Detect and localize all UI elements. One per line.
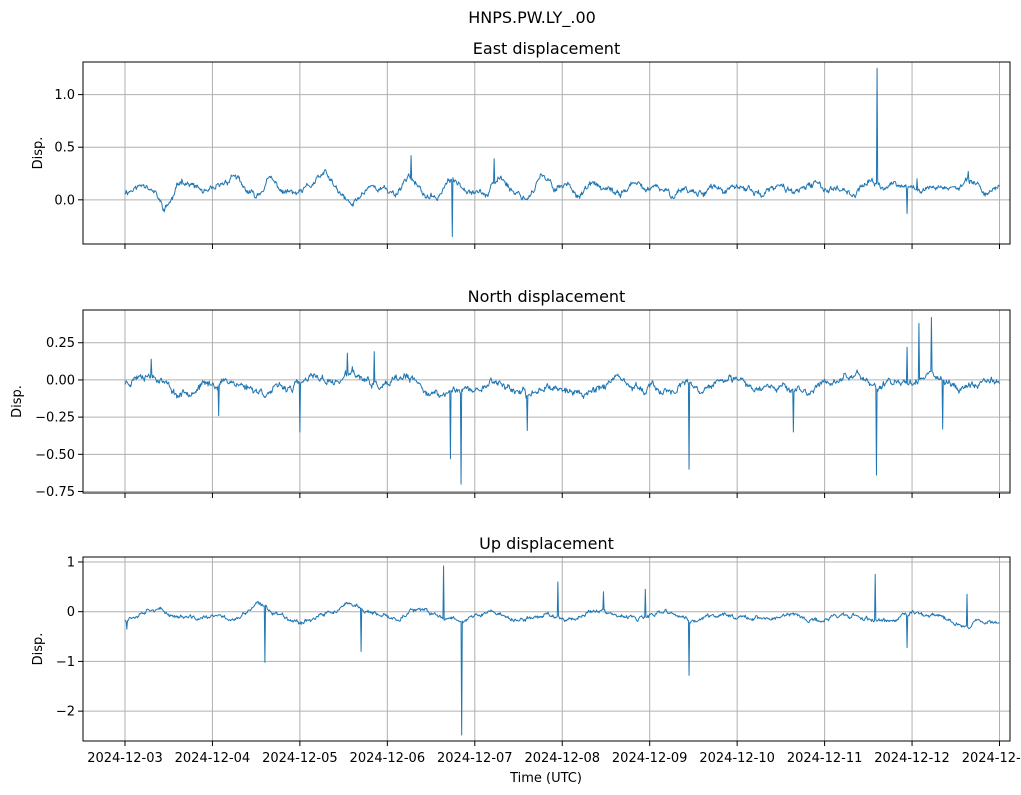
east-y-tick-label: 0.0: [54, 193, 75, 208]
east-y-axis-label: Disp.: [31, 137, 46, 170]
up-y-tick-label: −1: [56, 655, 75, 670]
x-tick-label: 2024-12-06: [350, 751, 426, 766]
east-panel-title: East displacement: [473, 39, 620, 58]
x-tick-label: 2024-12-04: [175, 751, 251, 766]
x-tick-label: 2024-12-10: [699, 751, 775, 766]
x-tick-label: 2024-12-03: [87, 751, 163, 766]
east-panel: 0.0 0.5 1.0 East displacement Disp.: [31, 39, 1011, 249]
up-y-tick-label: −2: [56, 705, 75, 720]
north-y-tick-label: 0.00: [46, 373, 75, 388]
north-y-tick-label: −0.50: [35, 448, 75, 463]
east-axes-frame: [82, 61, 1011, 245]
up-panel-title: Up displacement: [479, 534, 614, 553]
x-tick-label: 2024-12-05: [262, 751, 338, 766]
east-y-tick-label: 1.0: [54, 88, 75, 103]
up-y-tick-label: 1: [67, 555, 75, 570]
up-y-axis-label: Disp.: [31, 633, 46, 666]
north-y-tick-label: −0.75: [35, 485, 75, 500]
north-y-tick-label: −0.25: [35, 411, 75, 426]
up-y-tick-label: 0: [67, 605, 75, 620]
north-y-tick-label: 0.25: [46, 336, 75, 351]
north-axes-frame: [82, 309, 1011, 494]
up-series-line: [124, 565, 1000, 736]
north-panel: −0.75 −0.50 −0.25 0.00 0.25 North displacemen…: [10, 287, 1011, 500]
up-panel: 2024-12-03 2024-12-04 2024-12-05 2024-12-06…: [31, 534, 1021, 766]
figure-suptitle: HNPS.PW.LY_.00: [468, 8, 596, 28]
x-axis-label: Time (UTC): [509, 771, 582, 786]
north-series-line: [124, 316, 1000, 485]
east-y-tick-label: 0.5: [54, 141, 75, 156]
north-y-axis-label: Disp.: [10, 385, 25, 418]
x-tick-label: 2024-12-11: [787, 751, 863, 766]
east-series-line: [124, 67, 1000, 238]
x-tick-label: 2024-12-09: [612, 751, 688, 766]
x-tick-label: 2024-12-07: [437, 751, 513, 766]
x-tick-label: 2024-12-13: [962, 751, 1021, 766]
x-tick-label: 2024-12-12: [874, 751, 950, 766]
x-tick-label: 2024-12-08: [524, 751, 600, 766]
up-axes-frame: [82, 556, 1011, 742]
north-panel-title: North displacement: [468, 287, 626, 306]
